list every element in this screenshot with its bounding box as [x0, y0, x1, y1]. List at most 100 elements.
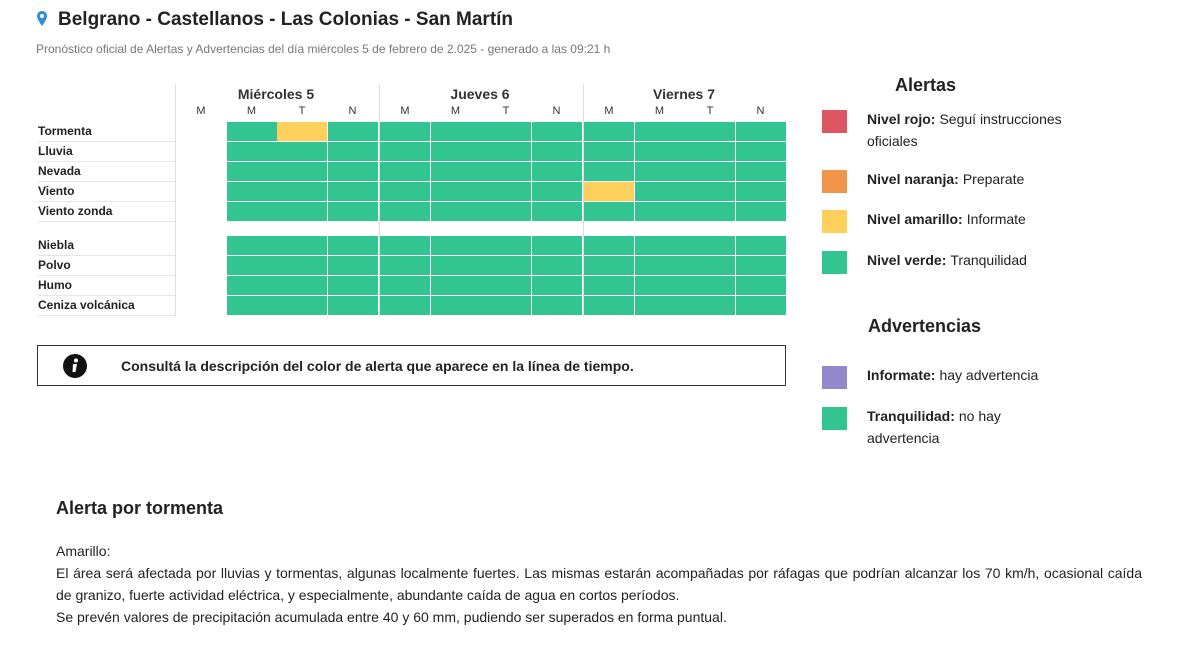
day-separator: [379, 84, 380, 316]
alert-cell: [327, 142, 378, 161]
legend-swatch: [822, 366, 847, 389]
alert-cell: [430, 182, 481, 201]
row-label: Viento zonda: [38, 202, 175, 222]
legend-text: Tranquilidad: [950, 252, 1027, 268]
alert-cell: [430, 202, 481, 221]
subtitle: Pronóstico oficial de Alertas y Adverten…: [36, 42, 611, 56]
alert-cell: [277, 276, 327, 295]
alert-cell: [481, 256, 531, 275]
legend-label: Nivel naranja:: [867, 171, 959, 187]
alert-cell: [634, 202, 685, 221]
alert-cell: [584, 142, 634, 161]
alert-cell: [634, 276, 685, 295]
period-header: T: [298, 105, 306, 117]
alert-cell: [327, 122, 378, 141]
alert-cell: [481, 276, 531, 295]
alert-cell: [380, 202, 430, 221]
alert-cell: [685, 162, 735, 181]
alert-cell: [531, 182, 582, 201]
row-label: Nevada: [38, 162, 175, 182]
alert-cell: [277, 122, 327, 141]
alert-cell: [327, 276, 378, 295]
alert-cell: [327, 182, 378, 201]
row-label: Viento: [38, 182, 175, 202]
alert-cell: [380, 162, 430, 181]
alert-cell: [685, 256, 735, 275]
row-label: Polvo: [38, 256, 175, 276]
row-label: Tormenta: [38, 122, 175, 142]
alert-cell: [380, 122, 430, 141]
alert-cell: [430, 142, 481, 161]
info-text: Consultá la descripción del color de ale…: [121, 358, 634, 374]
info-icon: [63, 354, 87, 378]
alert-cell: [531, 202, 582, 221]
alert-cell: [531, 276, 582, 295]
alert-cell: [531, 256, 582, 275]
alert-cell: [226, 122, 277, 141]
period-header: M: [654, 105, 665, 117]
legend-item: Nivel rojo: Seguí instrucciones oficiales: [867, 108, 1067, 152]
legend-label: Tranquilidad:: [867, 408, 955, 424]
pin-icon: [37, 11, 47, 26]
day-separator: [583, 84, 584, 316]
alert-cell: [481, 142, 531, 161]
alert-cell: [277, 202, 327, 221]
legend-swatch: [822, 407, 847, 430]
legend-label: Nivel amarillo:: [867, 211, 963, 227]
alert-cell: [226, 202, 277, 221]
period-header: N: [552, 105, 561, 117]
title: Belgrano - Castellanos - Las Colonias - …: [58, 9, 514, 30]
alert-cell: [685, 182, 735, 201]
alert-cell: [277, 296, 327, 315]
legend-text: Seguí instrucciones oficiales: [867, 111, 1062, 149]
alert-cell: [634, 256, 685, 275]
alert-cell: [277, 256, 327, 275]
period-header: N: [348, 105, 357, 117]
alert-cell: [531, 162, 582, 181]
alert-cell: [634, 162, 685, 181]
alert-cell: [735, 122, 786, 141]
info-box: Consultá la descripción del color de ale…: [37, 345, 786, 386]
detail-paragraph: Se prevén valores de precipitación acumu…: [56, 609, 727, 625]
legend-item: Informate: hay advertencia: [867, 364, 1067, 386]
alert-cell: [584, 276, 634, 295]
period-header: M: [450, 105, 461, 117]
alert-cell: [327, 256, 378, 275]
legend-swatch: [822, 170, 847, 193]
day-separator: [175, 84, 176, 316]
row-label: Ceniza volcánica: [38, 296, 175, 316]
legend-title: Advertencias: [868, 316, 982, 336]
period-header: N: [756, 105, 765, 117]
period-header: M: [246, 105, 257, 117]
alert-cell: [430, 256, 481, 275]
alert-cell: [277, 162, 327, 181]
period-header: M: [400, 105, 410, 117]
legend-title: Alertas: [895, 75, 957, 95]
alert-cell: [685, 276, 735, 295]
day-header: Jueves 6: [450, 86, 510, 102]
alert-cell: [327, 162, 378, 181]
alert-cell: [380, 256, 430, 275]
alert-cell: [531, 122, 582, 141]
alert-cell: [327, 296, 378, 315]
alert-cell: [584, 236, 634, 255]
legend-text: hay advertencia: [939, 367, 1039, 383]
legend-label: Informate:: [867, 367, 936, 383]
alert-cell: [327, 202, 378, 221]
alert-cell: [277, 236, 327, 255]
alert-cell: [584, 256, 634, 275]
alert-cell: [430, 236, 481, 255]
alert-cell: [430, 296, 481, 315]
alert-cell: [226, 256, 277, 275]
period-header: T: [706, 105, 714, 117]
legend-swatch: [822, 110, 847, 133]
alert-cell: [584, 182, 634, 201]
legend-item: Tranquilidad: no hay advertencia: [867, 405, 1067, 449]
alert-cell: [735, 182, 786, 201]
alert-cell: [735, 276, 786, 295]
alert-cell: [430, 122, 481, 141]
period-header: M: [196, 105, 206, 117]
alert-cell: [481, 182, 531, 201]
row-label: Humo: [38, 276, 175, 296]
